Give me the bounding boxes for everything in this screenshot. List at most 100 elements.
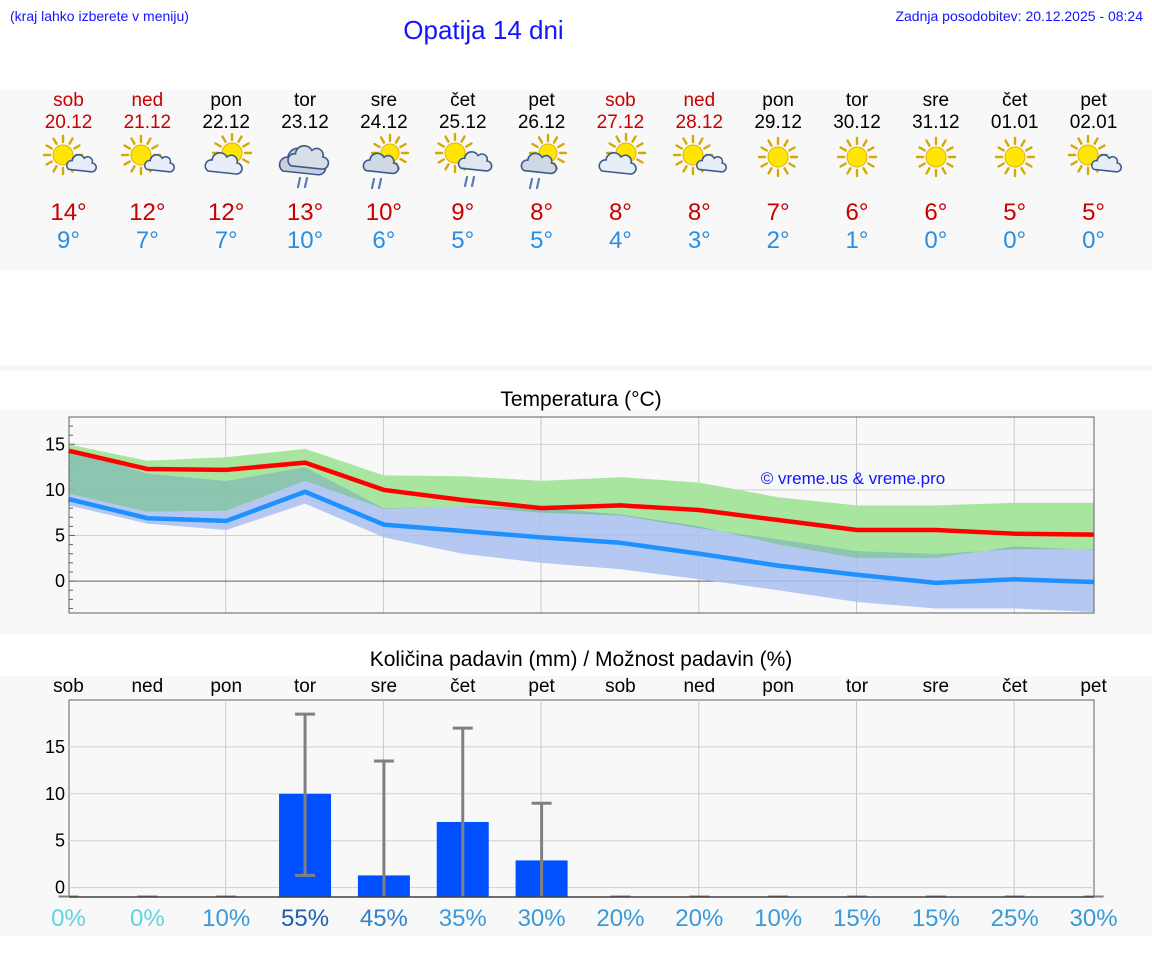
sun-icon — [827, 133, 887, 195]
ytick-label: 10 — [45, 480, 65, 500]
prec-day-label: pet — [1080, 676, 1107, 697]
precip-probability: 30% — [1069, 905, 1118, 932]
prec-day-label: čet — [450, 676, 476, 697]
last-update: Zadnja posodobitev: 20.12.2025 - 08:24 — [895, 8, 1143, 24]
precip-probability: 20% — [596, 905, 645, 932]
day-name: pon — [210, 90, 243, 111]
sun-cloud-icon — [669, 133, 729, 195]
sun-cloud-icon — [1064, 133, 1124, 195]
sun-cloud-rain-icon — [433, 132, 493, 195]
temp-min: 1° — [845, 227, 869, 254]
day-date: 02.01 — [1069, 112, 1118, 133]
temp-max: 10° — [365, 199, 403, 226]
prec-day-label: sre — [922, 676, 950, 697]
cloud-sun-icon — [196, 132, 256, 195]
prec-day-label: pet — [528, 676, 555, 697]
temp-max: 6° — [924, 199, 948, 226]
day-name: pet — [1080, 90, 1107, 111]
temp-min: 0° — [1082, 227, 1106, 254]
temp-max: 12° — [129, 199, 166, 226]
ytick-label: 15 — [45, 737, 65, 757]
min-temp-line — [67, 489, 1094, 586]
prec-day-label: tor — [293, 676, 317, 697]
day-date: 30.12 — [833, 112, 881, 133]
day-date: 01.01 — [990, 112, 1039, 133]
temp-max: 9° — [451, 199, 475, 226]
temp-max: 5° — [1082, 199, 1106, 226]
ytick-label: 10 — [45, 784, 65, 804]
temp-min: 6° — [372, 227, 396, 254]
day-date: 29.12 — [754, 112, 802, 133]
cloud-sun-rain-icon — [512, 133, 572, 195]
temp-min: 5° — [451, 227, 475, 254]
location-hint[interactable]: (kraj lahko izberete v meniju) — [10, 8, 189, 24]
temp-min: 4° — [608, 227, 632, 254]
day-date: 22.12 — [202, 112, 250, 133]
prec-day-label: čet — [1002, 676, 1028, 697]
sun-cloud-icon — [39, 133, 99, 195]
day-name: pet — [528, 90, 555, 111]
precip-probability: 15% — [832, 905, 882, 932]
day-date: 23.12 — [281, 112, 329, 133]
sun-icon — [985, 133, 1045, 195]
precipitation-chart: 0 5 10 15 — [45, 699, 1104, 898]
day-date: 20.12 — [44, 112, 93, 133]
temp-max: 5° — [1003, 199, 1027, 226]
precip-probability: 45% — [359, 905, 408, 932]
day-name: sob — [605, 90, 636, 111]
precip-probability: 55% — [281, 905, 330, 932]
plot-border — [68, 416, 1095, 614]
prec-day-label: tor — [845, 676, 869, 697]
precip-probability: 0% — [130, 905, 165, 932]
prec-day-label: sob — [605, 676, 636, 697]
temp-max: 12° — [208, 199, 245, 226]
sun-cloud-icon — [117, 133, 177, 195]
day-name: čet — [450, 90, 476, 111]
temp-min: 10° — [286, 227, 324, 254]
plot-area — [68, 699, 1095, 898]
precip-probability: 0% — [51, 905, 86, 932]
day-name: pon — [762, 90, 794, 111]
day-name: tor — [293, 90, 317, 111]
temp-max: 8° — [608, 199, 632, 226]
day-date: 31.12 — [912, 112, 960, 133]
sun-icon — [906, 133, 966, 195]
day-date: 28.12 — [675, 112, 724, 133]
day-name: sob — [53, 90, 84, 111]
precip-probability: 25% — [990, 905, 1039, 932]
prec-day-label: ned — [683, 676, 716, 697]
temp-min: 7° — [214, 227, 238, 254]
day-date: 26.12 — [517, 112, 566, 133]
ytick-label: 5 — [55, 831, 65, 851]
watermark: © vreme.us & vreme.pro — [761, 469, 945, 488]
prec-day-label: sob — [53, 676, 84, 697]
temp-max: 13° — [286, 199, 324, 226]
temperature-chart-title: Temperatura (°C) — [500, 388, 662, 411]
cloud-rain-icon — [275, 133, 335, 195]
max-temp-line — [67, 448, 1094, 537]
cloud-sun-rain-icon — [354, 133, 414, 195]
min-band — [68, 480, 1094, 613]
temp-min: 0° — [1003, 227, 1027, 254]
separator-band — [0, 365, 1152, 371]
temp-max: 8° — [530, 199, 554, 226]
precipitation-chart-title: Količina padavin (mm) / Možnost padavin … — [369, 648, 793, 671]
cloud-sun-icon — [590, 132, 650, 195]
temp-max: 8° — [687, 199, 711, 226]
temp-min: 5° — [530, 227, 554, 254]
day-name: ned — [683, 90, 716, 111]
forecast-band — [0, 90, 1152, 270]
day-name: sre — [370, 90, 398, 111]
page-title: Opatija 14 dni — [403, 15, 564, 45]
prec-day-label: sre — [370, 676, 398, 697]
temp-max: 7° — [766, 199, 790, 226]
precip-probability: 10% — [202, 905, 251, 932]
precip-probability: 20% — [675, 905, 724, 932]
precip-probability: 10% — [754, 905, 803, 932]
day-date: 24.12 — [360, 112, 408, 133]
ytick-label: 5 — [55, 526, 65, 546]
precip-probability: 15% — [911, 905, 960, 932]
day-date: 27.12 — [596, 112, 645, 133]
temperature-chart: 0 5 10 15 © vreme.us & vreme.pro — [45, 416, 1095, 614]
ytick-label: 0 — [55, 571, 65, 591]
